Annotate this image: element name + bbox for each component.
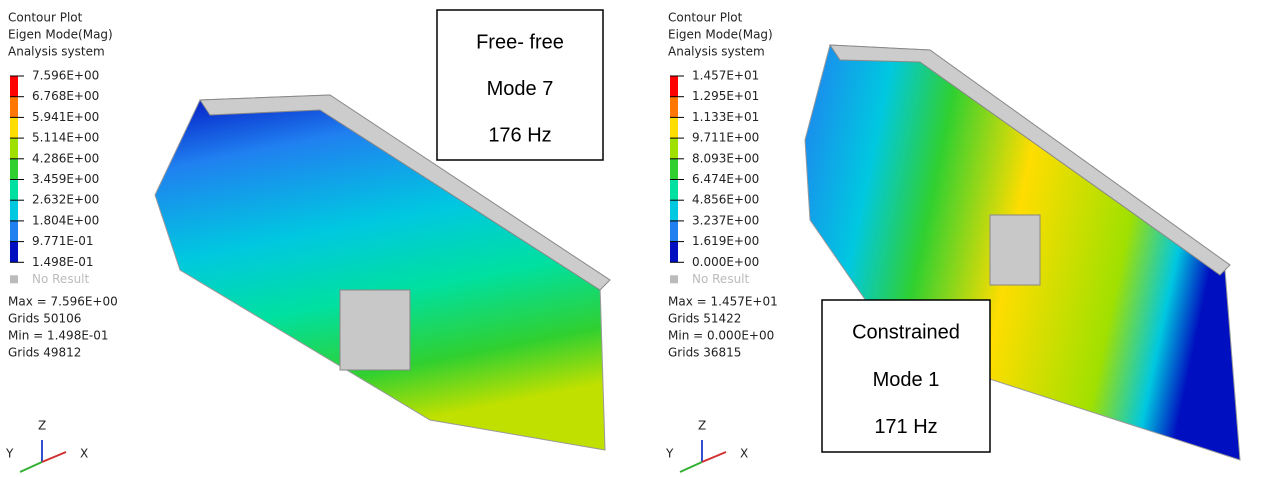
mode-text: 171 Hz (874, 416, 937, 438)
axis-label: X (740, 447, 748, 461)
axis-x (702, 452, 726, 462)
legend-label: 9.711E+00 (692, 131, 759, 145)
no-result-swatch (10, 275, 18, 283)
legend-label: 7.596E+00 (32, 69, 99, 83)
legend-label: 5.941E+00 (32, 110, 99, 124)
legend-band (10, 242, 18, 263)
legend-label: 0.000E+00 (692, 255, 759, 269)
header-line: Contour Plot (668, 11, 743, 25)
no-result: No Result (32, 272, 90, 286)
legend-band (670, 138, 678, 159)
legend-label: 2.632E+00 (32, 193, 99, 207)
legend-label: 3.459E+00 (32, 172, 99, 186)
axis-x (42, 452, 66, 462)
mode-text: Free- free (476, 31, 564, 53)
stat-line: Grids 36815 (668, 346, 741, 360)
axis-y (20, 462, 42, 472)
legend-band (670, 221, 678, 242)
no-result-swatch (670, 275, 678, 283)
legend-band (10, 180, 18, 201)
axis-label: X (80, 447, 88, 461)
legend-band (10, 76, 18, 97)
no-result: No Result (692, 272, 750, 286)
legend-band (670, 117, 678, 138)
legend-band (670, 76, 678, 97)
legend-label: 1.295E+01 (692, 89, 759, 103)
legend-label: 1.133E+01 (692, 110, 759, 124)
header-line: Analysis system (8, 45, 105, 59)
legend-band (670, 159, 678, 180)
legend-band (10, 200, 18, 221)
stat-line: Min = 0.000E+00 (668, 329, 774, 343)
legend-label: 3.237E+00 (692, 213, 759, 227)
legend-label: 1.457E+01 (692, 69, 759, 83)
header-line: Contour Plot (8, 11, 83, 25)
legend-label: 1.498E-01 (32, 255, 94, 269)
stat-line: Grids 50106 (8, 312, 81, 326)
stat-line: Grids 49812 (8, 346, 81, 360)
legend-band (10, 221, 18, 242)
legend-band (670, 180, 678, 201)
legend-label: 1.804E+00 (32, 213, 99, 227)
stat-line: Min = 1.498E-01 (8, 329, 109, 343)
axis-label: Z (698, 419, 706, 433)
legend-band (670, 97, 678, 118)
stat-line: Max = 7.596E+00 (8, 295, 118, 309)
legend-label: 4.286E+00 (32, 151, 99, 165)
legend-band (670, 200, 678, 221)
legend-label: 5.114E+00 (32, 131, 99, 145)
legend-band (10, 159, 18, 180)
legend-band (10, 138, 18, 159)
mode-text: 176 Hz (488, 124, 551, 146)
legend-label: 8.093E+00 (692, 151, 759, 165)
header-line: Eigen Mode(Mag) (8, 28, 113, 42)
legend-label: 4.856E+00 (692, 193, 759, 207)
stat-line: Grids 51422 (668, 312, 741, 326)
legend-label: 9.771E-01 (32, 234, 94, 248)
header-line: Eigen Mode(Mag) (668, 28, 773, 42)
stat-line: Max = 1.457E+01 (668, 295, 778, 309)
legend-label: 6.474E+00 (692, 172, 759, 186)
mode-text: Mode 7 (487, 78, 554, 100)
axis-y (680, 462, 702, 472)
mode-text: Mode 1 (873, 369, 940, 391)
legend-band (10, 97, 18, 118)
legend-band (670, 242, 678, 263)
header-line: Analysis system (668, 45, 765, 59)
mode-text: Constrained (852, 322, 960, 344)
screenshot: Contour Plot Eigen Mode(Mag) Analysis syst… (0, 0, 1269, 477)
axis-label: Z (38, 419, 46, 433)
axis-label: Y (665, 447, 674, 461)
legend-band (10, 117, 18, 138)
legend-label: 1.619E+00 (692, 234, 759, 248)
legend-label: 6.768E+00 (32, 89, 99, 103)
axis-label: Y (5, 447, 14, 461)
